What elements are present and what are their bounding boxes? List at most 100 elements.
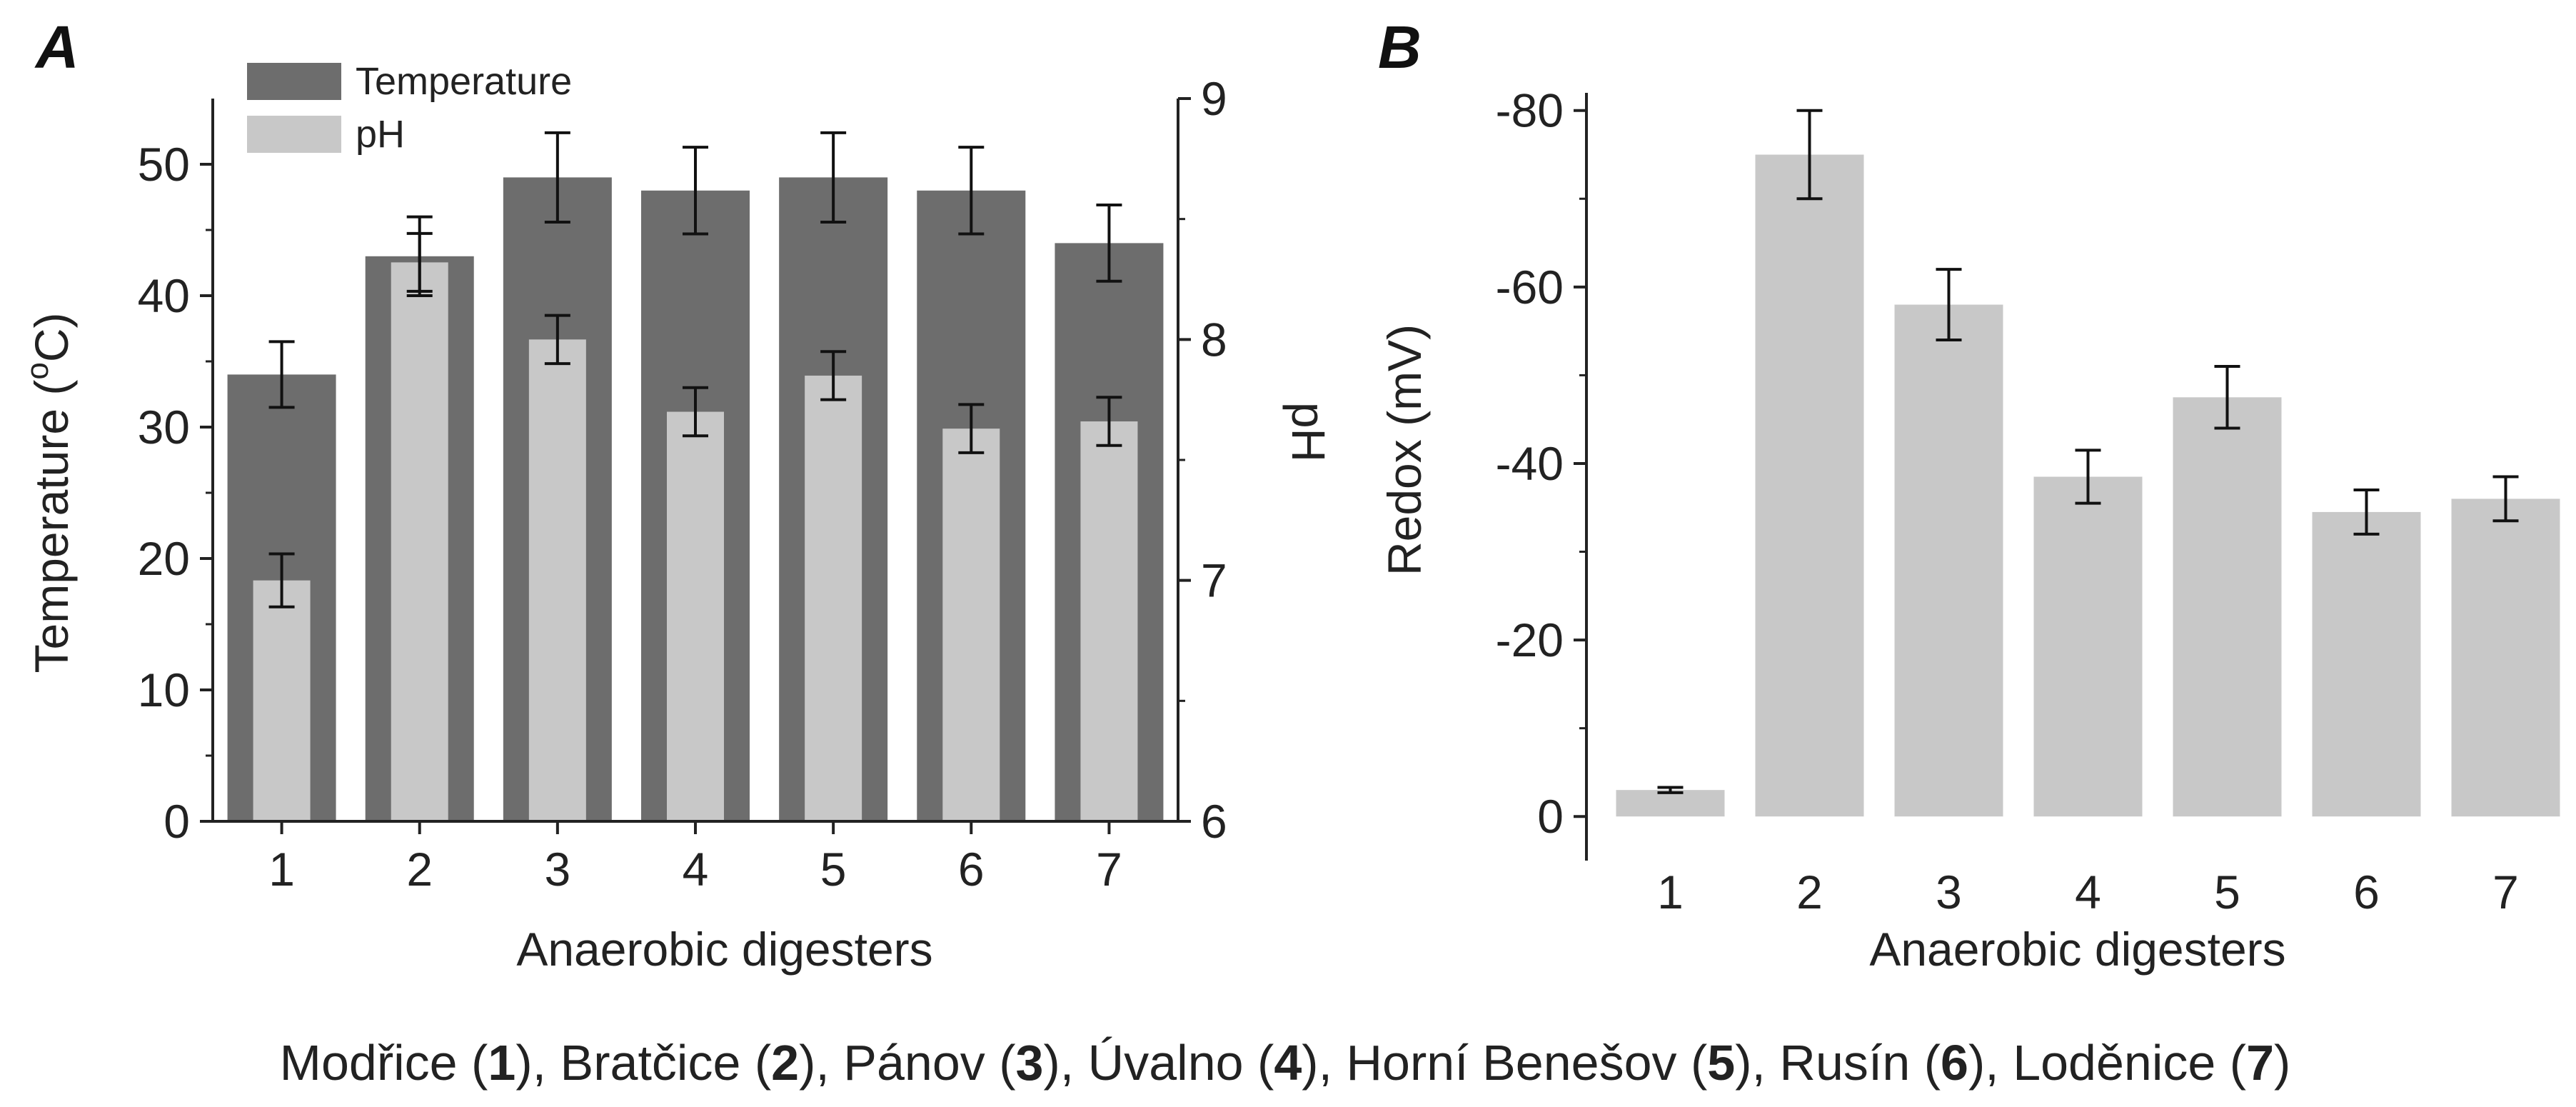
redox-bar [2173,397,2282,817]
caption-number: 4 [1274,1035,1302,1091]
panel-a-letter: A [34,14,79,81]
legend-swatch-ph [247,116,341,153]
panel-b: B 0 -20 -40 -60 -80 1 2 3 4 5 6 7 Redox (mV) Anaero… [1378,14,2560,976]
panel-b-xtick-label: 2 [1796,866,1823,918]
panel-b-letter: B [1378,14,1422,81]
temperature-error-bar [544,131,570,224]
panel-b-ytick-label: -60 [1496,261,1564,314]
panel-a-xtick-label: 2 [406,843,433,896]
caption-number: 5 [1707,1035,1735,1091]
panel-a-ytick-label: 0 [163,795,190,848]
ph-bar [391,262,448,821]
caption-text-part: ) [2274,1035,2290,1091]
panel-b-xtick-label: 5 [2214,866,2240,918]
ph-bar [1080,421,1138,821]
panel-a-y2tick-label: 9 [1201,72,1227,125]
panel-b-error-bars [1657,109,2519,794]
ph-error-bar [958,403,985,454]
temperature-error-bar [958,146,985,236]
legend-label-ph: pH [356,113,405,156]
caption-text-part: ), Horní Benešov ( [1302,1035,1707,1091]
caption-number: 6 [1941,1035,1968,1091]
redox-error-bar [2492,475,2519,523]
panel-a-xtick-label: 5 [820,843,847,896]
redox-error-bar [2075,449,2101,505]
temperature-error-bar [820,131,847,224]
redox-error-bar [1657,786,1684,794]
panel-b-ytick-label: 0 [1537,790,1564,843]
ph-bar [528,339,586,821]
panel-a-xtick-label: 7 [1096,843,1122,896]
ph-bar [667,411,724,821]
redox-bars [1616,154,2560,817]
panel-a-y2tick-label: 7 [1201,554,1227,607]
caption-text-part: ), Pánov ( [799,1035,1015,1091]
ph-bar [805,375,862,821]
panel-b-ytick-label: -40 [1496,437,1564,490]
caption: Modřice (1), Bratčice (2), Pánov (3), Úv… [280,1035,2291,1091]
panel-a-error-bars [268,131,1122,608]
redox-error-bar [2214,365,2240,430]
caption-text-part: ), Bratčice ( [515,1035,771,1091]
panel-a-xtick-label: 3 [544,843,570,896]
panel-a-ytick-label: 30 [138,401,190,454]
ph-error-bar [1096,396,1122,447]
panel-b-axes [1574,93,1588,861]
caption-text-part: ), Rusín ( [1735,1035,1941,1091]
panel-a-y2tick-label: 6 [1201,795,1227,848]
panel-a-y2label: pH [1282,402,1335,462]
redox-bar [1755,154,1864,817]
panel-b-xtick-label: 1 [1657,866,1684,918]
panel-b-tick-labels: 0 -20 -40 -60 -80 1 2 3 4 5 6 7 [1496,84,2519,918]
redox-error-bar [1796,109,1823,201]
temperature-error-bar [268,340,295,409]
panel-a-ytick-label: 20 [138,532,190,585]
caption-text-part: Modřice ( [280,1035,488,1091]
panel-b-xtick-label: 4 [2075,866,2101,918]
legend: Temperature pH [247,60,572,156]
panel-a-ytick-label: 50 [138,138,190,191]
panel-b-ytick-label: -80 [1496,84,1564,137]
ph-bar [253,580,311,821]
legend-label-temperature: Temperature [356,60,572,103]
redox-bar [1616,790,1725,817]
panel-a-ytick-label: 10 [138,663,190,716]
redox-error-bar [2353,489,2380,536]
ph-error-bar [820,350,847,401]
panel-b-xlabel: Anaerobic digesters [1869,923,2285,976]
caption-number: 3 [1016,1035,1044,1091]
panel-b-xtick-label: 3 [1936,866,1962,918]
legend-swatch-temperature [247,63,341,100]
panel-a-ytick-label: 40 [138,269,190,322]
caption-number: 1 [488,1035,515,1091]
redox-error-bar [1936,268,1962,341]
panel-a-xtick-label: 6 [958,843,985,896]
panel-a-axes [200,97,1191,834]
panel-b-ylabel: Redox (mV) [1378,324,1431,576]
panel-b-xtick-label: 6 [2353,866,2380,918]
temperature-error-bar [1096,204,1122,283]
panel-b-ytick-label: -20 [1496,613,1564,666]
redox-bar [2033,476,2143,817]
caption-number: 2 [771,1035,799,1091]
ph-error-bar [683,386,708,438]
caption-text-part: ), Loděnice ( [1968,1035,2246,1091]
ph-error-bar [406,231,433,293]
panel-a-y2tick-label: 8 [1201,313,1227,366]
panel-b-xtick-label: 7 [2492,866,2519,918]
panel-a-ylabel: Temperature (oC) [20,313,78,673]
panel-a-xtick-label: 1 [268,843,295,896]
redox-bar [2312,511,2421,817]
ph-bars [253,262,1138,821]
panel-a-xtick-label: 4 [683,843,709,896]
caption-text-part: ), Úvalno ( [1043,1035,1274,1091]
panel-a-xlabel: Anaerobic digesters [516,923,932,976]
ph-error-bar [268,552,295,608]
ph-error-bar [544,314,570,366]
ph-bar [942,429,1000,821]
redox-bar [2451,499,2560,817]
redox-bar [1894,304,2003,817]
temperature-error-bar [683,146,708,236]
caption-number: 7 [2246,1035,2274,1091]
